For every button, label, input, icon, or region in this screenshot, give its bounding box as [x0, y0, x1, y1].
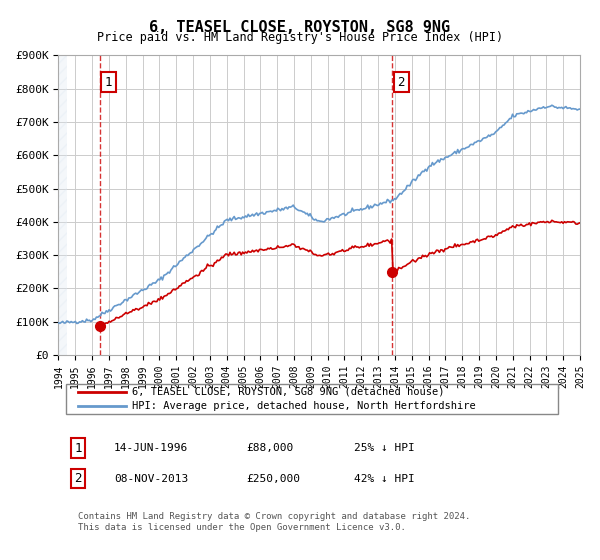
Text: HPI: Average price, detached house, North Hertfordshire: HPI: Average price, detached house, Nort…	[132, 401, 476, 411]
Text: 25% ↓ HPI: 25% ↓ HPI	[354, 443, 415, 453]
Text: 2: 2	[74, 472, 82, 486]
Text: £88,000: £88,000	[246, 443, 293, 453]
Text: 2: 2	[397, 76, 405, 88]
Text: Contains HM Land Registry data © Crown copyright and database right 2024.
This d: Contains HM Land Registry data © Crown c…	[78, 512, 470, 532]
Bar	[58, 55, 67, 355]
Text: 42% ↓ HPI: 42% ↓ HPI	[354, 474, 415, 484]
Text: 1: 1	[74, 441, 82, 455]
Text: 6, TEASEL CLOSE, ROYSTON, SG8 9NG: 6, TEASEL CLOSE, ROYSTON, SG8 9NG	[149, 20, 451, 35]
Text: 14-JUN-1996: 14-JUN-1996	[114, 443, 188, 453]
Text: 08-NOV-2013: 08-NOV-2013	[114, 474, 188, 484]
Text: Price paid vs. HM Land Registry's House Price Index (HPI): Price paid vs. HM Land Registry's House …	[97, 31, 503, 44]
Text: £250,000: £250,000	[246, 474, 300, 484]
Text: 1: 1	[105, 76, 112, 88]
Text: 6, TEASEL CLOSE, ROYSTON, SG8 9NG (detached house): 6, TEASEL CLOSE, ROYSTON, SG8 9NG (detac…	[132, 387, 445, 397]
